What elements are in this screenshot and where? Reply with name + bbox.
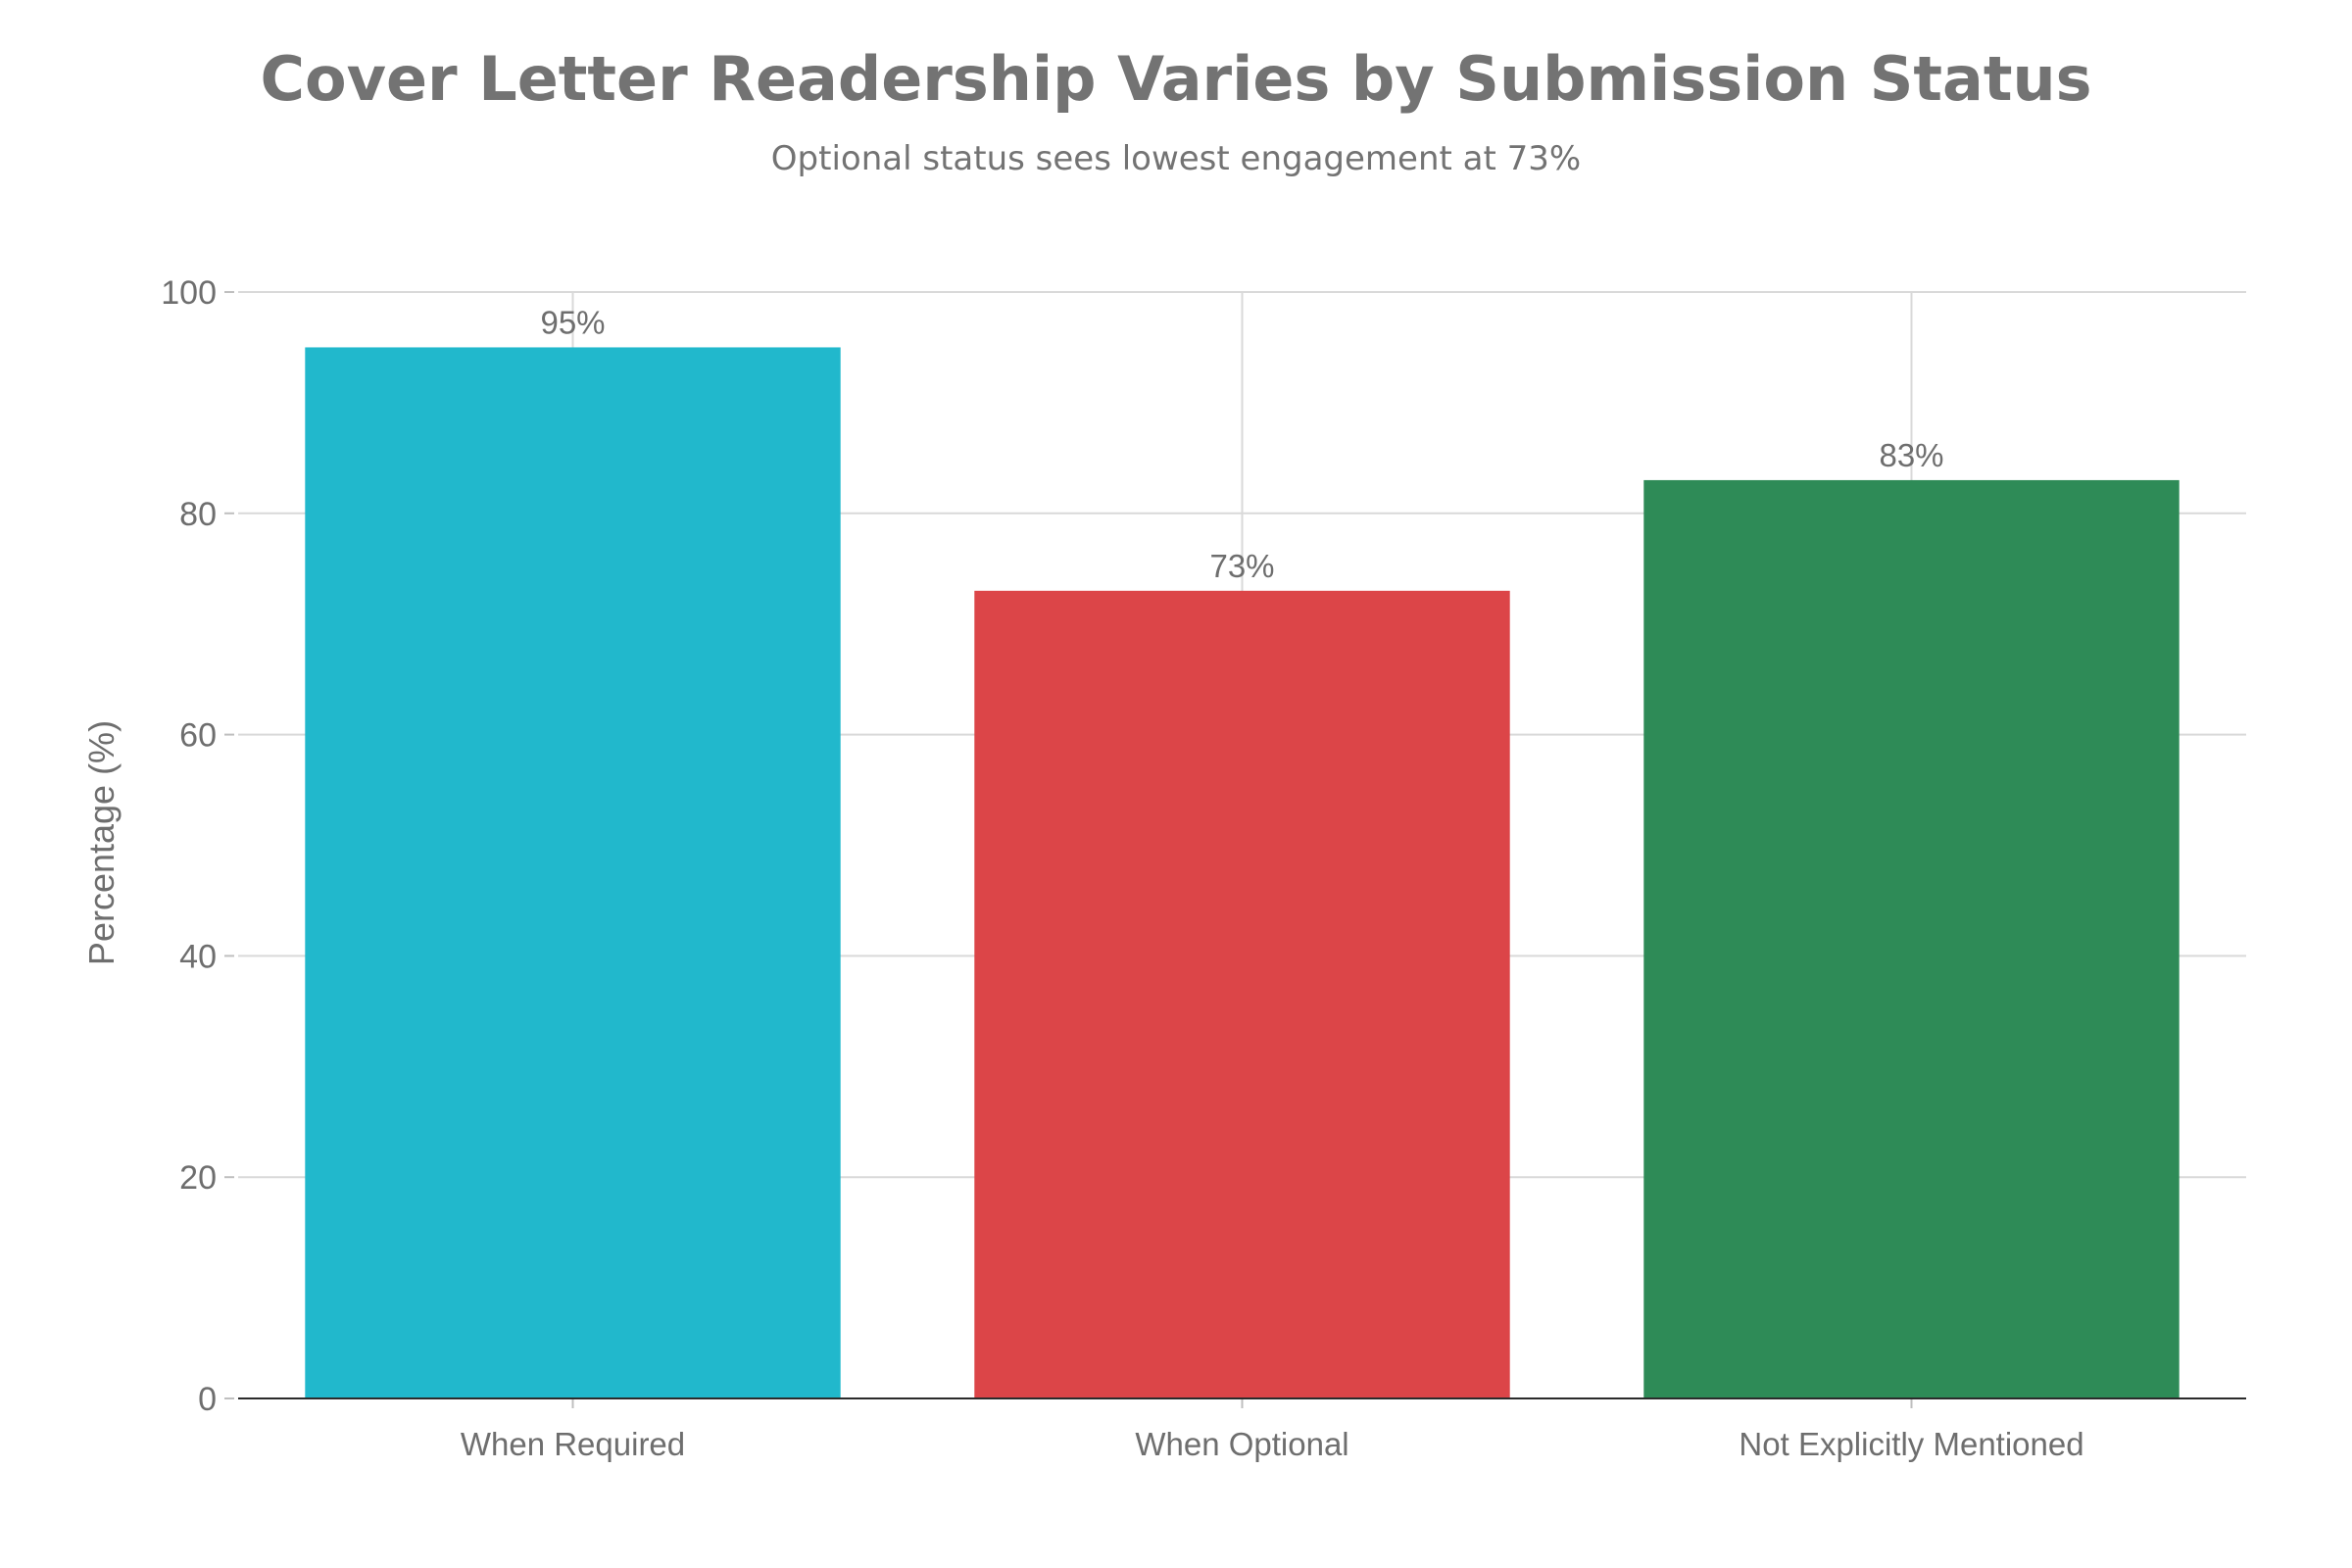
y-tick-label: 40	[179, 938, 217, 975]
y-tick-label: 100	[161, 274, 217, 312]
y-tick-label: 60	[179, 717, 217, 755]
bar-value-label: 95%	[540, 304, 605, 340]
bar-value-label: 83%	[1879, 437, 1943, 473]
y-tick-label: 80	[179, 496, 217, 533]
x-tick-label: Not Explicitly Mentioned	[1739, 1426, 2083, 1462]
x-tick-label: When Required	[461, 1426, 685, 1462]
y-axis-label: Percentage (%)	[81, 720, 122, 965]
bar	[305, 347, 841, 1399]
y-tick-label: 20	[179, 1159, 217, 1197]
bar-value-label: 73%	[1209, 548, 1274, 584]
bar	[1643, 479, 2180, 1398]
bar	[974, 590, 1510, 1398]
chart-title: Cover Letter Readership Varies by Submis…	[260, 43, 2092, 115]
x-tick-label: When Optional	[1135, 1426, 1348, 1462]
chart-subtitle: Optional status sees lowest engagement a…	[770, 139, 1582, 178]
y-tick-label: 0	[198, 1381, 217, 1418]
